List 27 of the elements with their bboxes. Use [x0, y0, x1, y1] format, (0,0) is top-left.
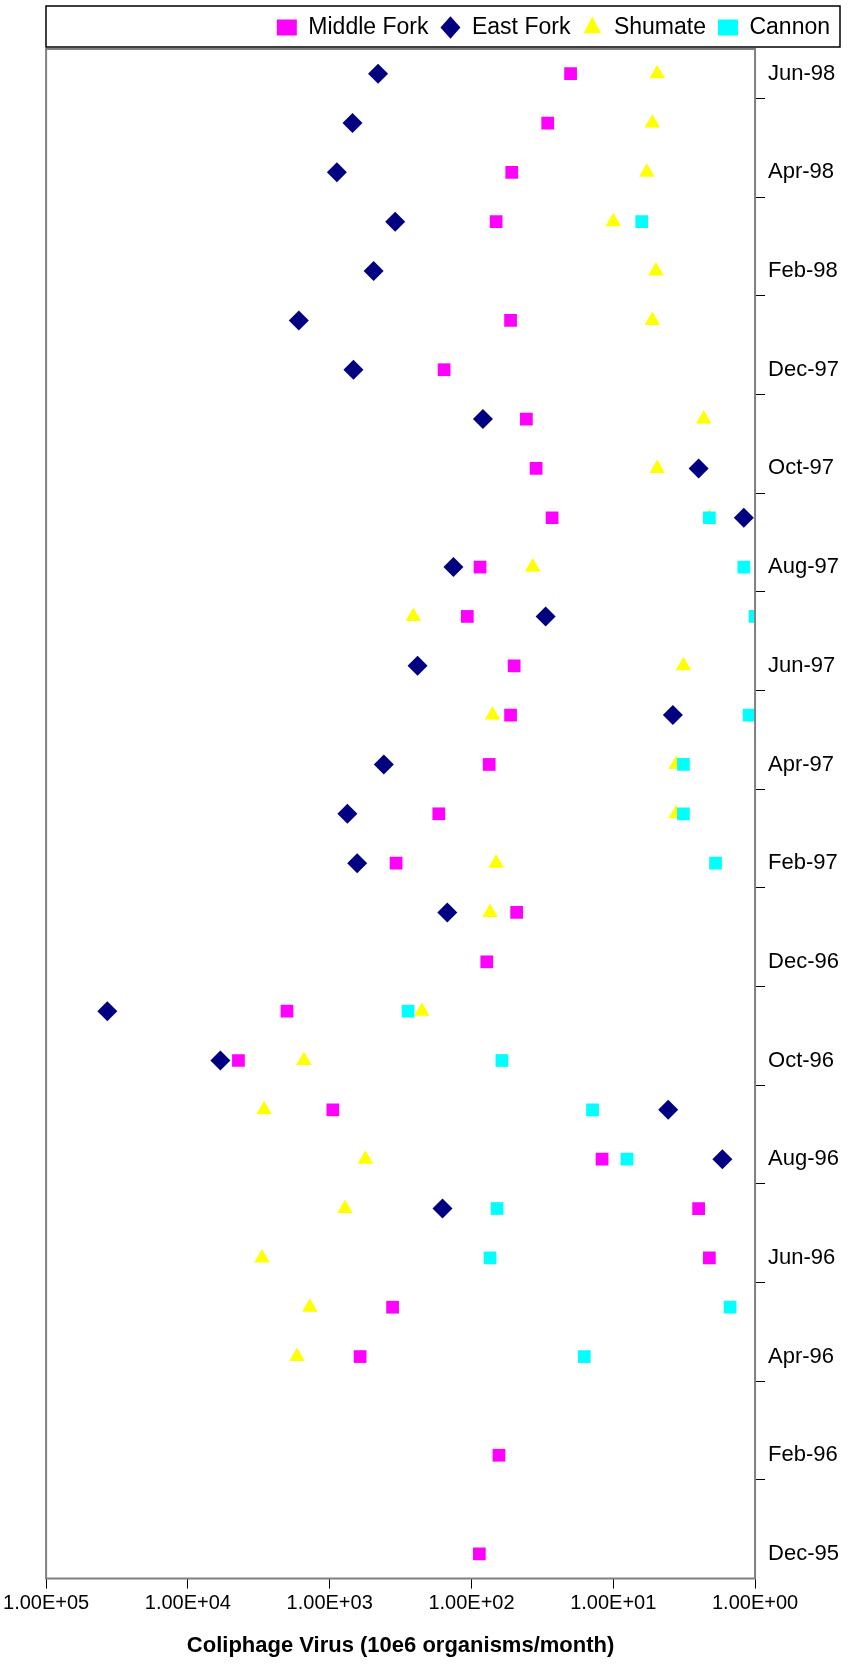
y-tick-label: Dec-95: [768, 1539, 839, 1565]
x-tick-label: 1.00E+05: [2, 1591, 90, 1614]
x-tick-label: 1.00E+04: [144, 1591, 231, 1614]
x-axis-title: Coliphage Virus (10e6 organisms/month): [186, 1631, 615, 1657]
x-tick-label: 1.00E+02: [428, 1591, 515, 1614]
legend-label: Shumate: [613, 12, 706, 39]
y-tick-label: Apr-96: [768, 1342, 835, 1368]
y-tick-label: Dec-96: [768, 947, 839, 973]
y-tick-label: Feb-98: [768, 257, 838, 283]
x-tick-label: 1.00E+03: [286, 1591, 373, 1614]
x-tick-label: 1.00E+01: [570, 1591, 657, 1614]
y-tick-label: Aug-97: [768, 553, 840, 579]
legend-label: Cannon: [749, 12, 831, 39]
y-tick-label: Jun-96: [768, 1243, 836, 1269]
y-tick-label: Feb-97: [768, 849, 838, 875]
y-tick-label: Jun-98: [768, 59, 836, 85]
legend-label: East Fork: [471, 12, 571, 39]
y-tick-label: Oct-97: [768, 454, 835, 480]
y-tick-label: Apr-97: [768, 750, 835, 776]
y-tick-label: Apr-98: [768, 158, 835, 184]
y-tick-label: Jun-97: [768, 651, 836, 677]
y-tick-label: Aug-96: [768, 1145, 840, 1171]
y-tick-label: Dec-97: [768, 355, 839, 381]
y-tick-label: Oct-96: [768, 1046, 835, 1072]
legend-label: Middle Fork: [308, 12, 429, 39]
x-tick-label: 1.00E+00: [711, 1591, 799, 1614]
y-tick-label: Feb-96: [768, 1441, 838, 1467]
